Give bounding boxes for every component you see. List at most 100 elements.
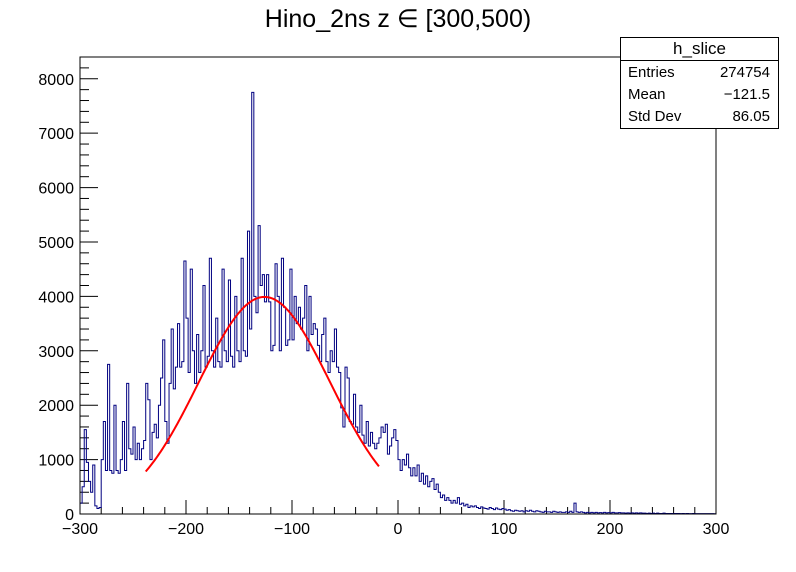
histogram-bin <box>349 422 351 514</box>
histogram-bin <box>404 465 406 514</box>
histogram-bin <box>415 476 417 514</box>
y-tick-label: 4000 <box>38 289 74 306</box>
gaussian-fit-curve <box>144 295 380 473</box>
histogram-bin <box>479 509 481 514</box>
histogram-bin <box>343 427 345 514</box>
histogram-bin <box>383 432 385 514</box>
histogram-bin <box>260 286 262 515</box>
x-tick-label: 200 <box>597 521 624 538</box>
histogram-bin <box>256 313 258 514</box>
histogram-bin <box>167 443 169 514</box>
histogram-bin <box>243 351 245 514</box>
histogram-bin <box>135 460 137 514</box>
histogram-bin <box>211 351 213 514</box>
stats-mean-row: Mean −121.5 <box>628 84 770 106</box>
histogram-bin <box>337 367 339 514</box>
histogram-bin <box>356 427 358 514</box>
stats-histogram-name: h_slice <box>621 38 778 61</box>
y-tick-label: 8000 <box>38 72 74 89</box>
histogram-bin <box>144 441 146 514</box>
histogram-bin <box>390 446 392 514</box>
histogram-bin <box>199 373 201 514</box>
stats-entries-value: 274754 <box>719 64 770 81</box>
histogram-bin <box>224 351 226 514</box>
histogram-bin <box>250 329 252 514</box>
x-tick-label: −300 <box>62 521 98 538</box>
histogram-bin <box>411 476 413 514</box>
histogram-bin <box>220 367 222 514</box>
stats-entries-label: Entries <box>628 64 675 81</box>
histogram-bin <box>330 351 332 514</box>
histogram-bin <box>368 446 370 514</box>
x-tick-label: 100 <box>491 521 518 538</box>
histogram-bin <box>116 470 118 514</box>
histogram-bin <box>173 389 175 514</box>
fit-layer <box>144 295 380 473</box>
y-tick-label: 1000 <box>38 453 74 470</box>
histogram-bin <box>320 362 322 514</box>
histogram-bin <box>112 473 114 514</box>
histogram-bin <box>506 510 508 514</box>
y-tick-label: 6000 <box>38 181 74 198</box>
histogram-bin <box>358 432 360 514</box>
histogram-bin <box>231 356 233 514</box>
histogram-bin <box>125 470 127 514</box>
histogram-layer <box>79 91 717 515</box>
histogram-outline <box>79 91 717 515</box>
histogram-bin <box>472 507 474 514</box>
histogram-bin <box>292 340 294 514</box>
x-tick-label: −200 <box>168 521 204 538</box>
y-tick-label: 2000 <box>38 398 74 415</box>
histogram-bin <box>400 470 402 514</box>
x-tick-label: 300 <box>703 521 730 538</box>
histogram-bin <box>279 351 281 514</box>
histogram-bin <box>105 470 107 514</box>
histogram-bin <box>423 484 425 514</box>
histogram-bin <box>300 329 302 514</box>
chart-title: Hino_2ns z ∈ [300,500) <box>264 5 532 33</box>
histogram-bin <box>381 427 383 514</box>
histogram-bin <box>110 470 112 514</box>
y-tick-label: 0 <box>65 507 74 524</box>
histogram-bin <box>288 340 290 514</box>
histogram-bin <box>500 510 502 514</box>
histogram-bin <box>326 362 328 514</box>
histogram-bin <box>445 500 447 514</box>
stats-box: h_slice Entries 274754 Mean −121.5 Std D… <box>620 37 779 129</box>
histogram-bin <box>298 307 300 514</box>
histogram-bin <box>451 503 453 514</box>
histogram-bin <box>317 345 319 514</box>
stats-stddev-value: 86.05 <box>732 108 770 125</box>
stats-entries-row: Entries 274754 <box>628 62 770 84</box>
histogram-bin <box>493 510 495 514</box>
histogram-bin <box>118 473 120 514</box>
stats-mean-value: −121.5 <box>723 86 770 103</box>
histogram-bin <box>237 351 239 514</box>
x-tick-label: 0 <box>394 521 403 538</box>
histogram-bin <box>428 487 430 514</box>
histogram-bin <box>273 345 275 514</box>
histogram-bin <box>387 454 389 514</box>
histogram-bin <box>373 443 375 514</box>
histogram-bin <box>205 367 207 514</box>
histogram-bin <box>303 318 305 514</box>
histogram-bin <box>332 362 334 514</box>
histogram-bin <box>91 492 93 514</box>
stats-mean-label: Mean <box>628 86 666 103</box>
histogram-bin <box>364 443 366 514</box>
histogram-bin <box>487 509 489 514</box>
histogram-bin <box>218 362 220 514</box>
y-tick-label: 7000 <box>38 126 74 143</box>
histogram-bin <box>464 506 466 514</box>
y-tick-label: 3000 <box>38 344 74 361</box>
histogram-bin <box>392 438 394 514</box>
histogram-bin <box>129 449 131 514</box>
histogram-bin <box>182 362 184 514</box>
histogram-bin <box>226 362 228 514</box>
histogram-bin <box>379 438 381 514</box>
histogram-bin <box>394 430 396 514</box>
histogram-bin <box>271 351 273 514</box>
histogram-bin <box>131 454 133 514</box>
histogram-bin <box>351 424 353 514</box>
